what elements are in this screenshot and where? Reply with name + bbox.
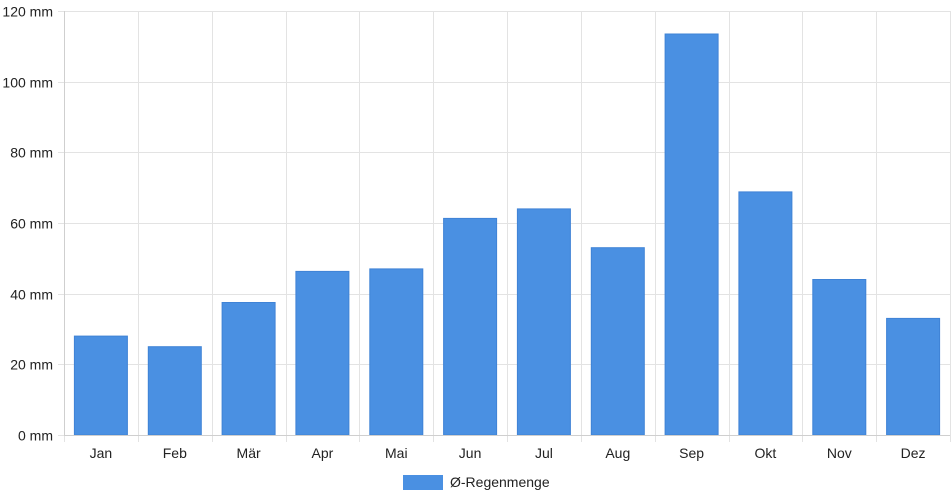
bar-dez[interactable] (886, 317, 941, 436)
bar-mär[interactable] (221, 302, 276, 436)
bar-mai[interactable] (369, 268, 424, 436)
x-tick-label: Sep (679, 445, 704, 461)
bar-nov[interactable] (812, 279, 867, 436)
y-tick-label: 60 mm (10, 216, 53, 232)
legend-swatch (403, 475, 443, 490)
bar-feb[interactable] (147, 346, 202, 436)
bar-jan[interactable] (73, 335, 128, 436)
legend[interactable]: Ø-Regenmenge (403, 474, 550, 490)
x-tick-label: Apr (312, 445, 334, 461)
x-tick-label: Mär (237, 445, 261, 461)
bar-jun[interactable] (443, 217, 498, 436)
legend-label: Ø-Regenmenge (450, 474, 550, 490)
x-axis-labels: Jan Feb Mär Apr Mai Jun Jul Aug Sep Okt Nov Dez (90, 445, 926, 461)
y-tick-label: 0 mm (18, 428, 53, 444)
bar-okt[interactable] (738, 191, 793, 436)
x-tick-label: Mai (385, 445, 408, 461)
y-tick-label: 120 mm (2, 4, 53, 20)
x-tick-label: Jul (535, 445, 553, 461)
x-tick-label: Dez (901, 445, 926, 461)
x-tick-label: Jun (459, 445, 482, 461)
bar-aug[interactable] (590, 247, 645, 436)
y-tick-label: 100 mm (2, 75, 53, 91)
x-tick-label: Jan (90, 445, 113, 461)
grid (58, 11, 951, 442)
y-tick-label: 40 mm (10, 287, 53, 303)
axes (64, 11, 950, 436)
x-tick-label: Okt (755, 445, 777, 461)
x-tick-label: Feb (163, 445, 187, 461)
x-tick-label: Aug (605, 445, 630, 461)
bar-sep[interactable] (664, 33, 719, 436)
y-tick-label: 80 mm (10, 145, 53, 161)
bars (73, 33, 941, 436)
bar-apr[interactable] (295, 270, 350, 436)
x-tick-label: Nov (827, 445, 852, 461)
y-axis-labels: 0 mm 20 mm 40 mm 60 mm 80 mm 100 mm 120 mm (2, 4, 53, 444)
y-tick-label: 20 mm (10, 357, 53, 373)
bar-jul[interactable] (516, 208, 571, 436)
